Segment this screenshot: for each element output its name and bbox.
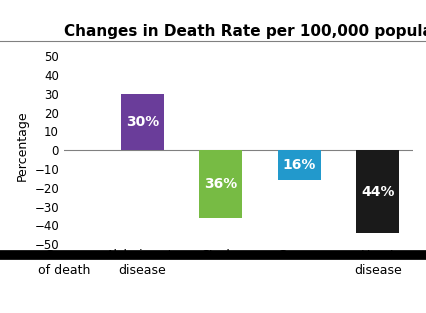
Text: 30%: 30% — [126, 115, 159, 129]
Bar — [199, 150, 242, 218]
Text: 36%: 36% — [204, 177, 237, 191]
Bar — [356, 150, 399, 233]
Bar — [121, 94, 164, 150]
Text: 44%: 44% — [361, 185, 394, 198]
Y-axis label: Percentage: Percentage — [16, 110, 29, 181]
Text: Changes in Death Rate per 100,000 population, 2000-2009: Changes in Death Rate per 100,000 popula… — [64, 24, 426, 39]
Bar — [278, 150, 321, 180]
Text: 16%: 16% — [282, 158, 316, 172]
